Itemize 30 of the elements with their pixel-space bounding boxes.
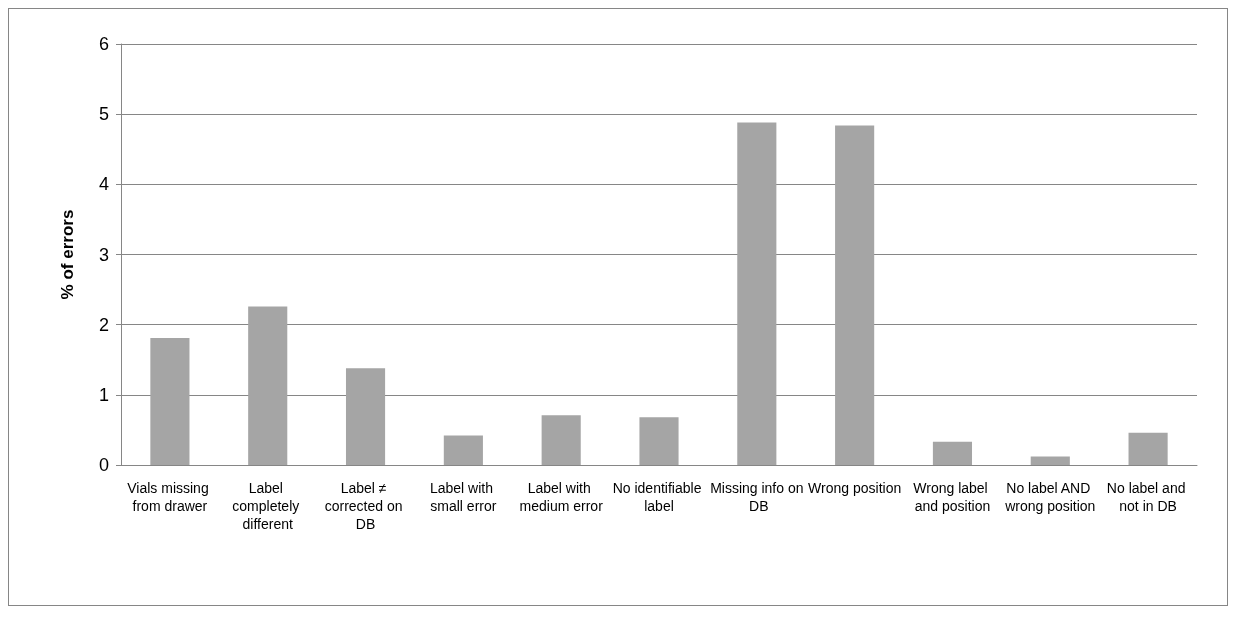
x-tick-label: Vials missing from drawer (127, 480, 213, 514)
y-tick-label: 1 (98, 384, 109, 405)
bar (737, 122, 777, 465)
x-tick-label: No label and not in DB (1106, 480, 1190, 514)
x-tick-label: No label AND wrong position (1004, 480, 1096, 514)
y-axis-title: % of errors (58, 209, 77, 300)
x-tick-label: Label completely different (232, 480, 304, 532)
bar (1030, 456, 1070, 465)
y-tick-label: 0 (98, 455, 109, 475)
x-tick-label: Label ≠ corrected on DB (324, 480, 407, 532)
bar (150, 338, 190, 465)
bar (835, 125, 875, 465)
bar (248, 306, 288, 465)
bar (541, 415, 581, 465)
bar (932, 441, 973, 465)
bar (1128, 432, 1168, 465)
x-tick-label: No identifiable label (612, 480, 706, 514)
x-tick-label: Label with small error (429, 480, 497, 514)
x-tick-label: Missing info on DB (710, 480, 804, 514)
y-tick-label: 2 (98, 314, 109, 335)
x-tick-label: Wrong position (808, 480, 902, 496)
x-tick-label: Label with medium error (519, 480, 604, 514)
bar (443, 435, 483, 465)
bar (345, 368, 386, 465)
y-tick-label: 6 (98, 34, 109, 54)
y-tick-label: 3 (98, 244, 109, 265)
y-tick-label: 4 (98, 174, 109, 195)
y-tick-label: 5 (98, 104, 109, 125)
x-tick-label: Wrong label and position (913, 480, 992, 514)
bar (639, 417, 679, 465)
